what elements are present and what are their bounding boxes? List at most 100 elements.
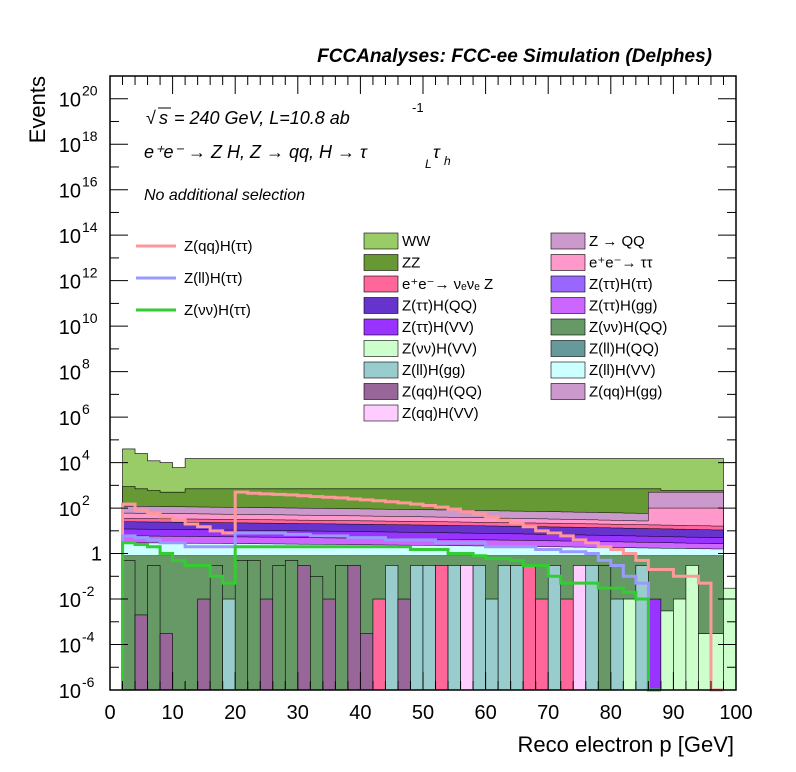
legend-label: Z → QQ (589, 233, 645, 250)
stack-bin-41 (660, 610, 674, 691)
legend-label: Z(ττ)H(ττ) (589, 276, 653, 293)
x-tick-label: 0 (104, 702, 115, 724)
stack-bin-6 (222, 598, 236, 691)
legend-swatch (550, 340, 586, 357)
y-tick-exponent: 20 (82, 83, 98, 99)
legend-label: Z(νν)H(VV) (402, 341, 477, 358)
stack-bin-43 (685, 565, 699, 691)
legend-swatch (363, 383, 399, 400)
stack-bin-12 (297, 565, 311, 691)
stack-bin-26 (472, 565, 486, 691)
y-tick-exponent: 6 (82, 401, 90, 417)
signal-line-1 (121, 531, 661, 692)
y-tick-label: 10 (59, 272, 81, 294)
stack-bin-25 (460, 565, 474, 691)
process-annotation: e⁺e⁻ → Z H, Z → qq, H → τ L τ h (144, 142, 451, 171)
legend-label: Z(qq)H(QQ) (402, 384, 482, 401)
stack-bin-3 (159, 633, 173, 691)
stack-bin-42 (673, 598, 687, 691)
legend-label: WW (402, 233, 431, 250)
stack-bin-32 (547, 565, 562, 691)
y-tick-label: 1 (91, 544, 102, 566)
y-tick-label: 10 (59, 454, 81, 476)
legend-label: Z(ττ)H(gg) (589, 298, 658, 315)
legend-swatch (550, 297, 586, 314)
stack-bin-0 (122, 560, 136, 691)
legend-swatch (550, 361, 586, 379)
y-tick-exponent: -4 (82, 629, 95, 645)
x-tick-label: 60 (474, 702, 496, 724)
stack-bin-4 (197, 598, 211, 691)
stack-bin-37 (610, 598, 624, 691)
y-tick-label: 10 (59, 681, 81, 703)
stack-bin-36 (597, 565, 612, 691)
stack-bin-21 (410, 565, 424, 691)
stack-bin-18 (372, 598, 386, 691)
process-text: e⁺e⁻ → Z H, Z → qq, H → τ (144, 142, 368, 162)
x-tick-label: 40 (349, 702, 371, 724)
stack-bin-45 (710, 633, 724, 691)
stack-bin-40 (648, 598, 662, 691)
x-tick-label: 20 (224, 702, 246, 724)
stack-bin-11 (284, 560, 299, 691)
stack-bin-30 (522, 565, 536, 691)
y-tick-label: 10 (59, 590, 81, 612)
legend-swatch (550, 232, 586, 250)
legend-swatch (363, 361, 399, 379)
legend-swatch (550, 275, 586, 293)
legend-swatch (363, 318, 399, 336)
stack-bin-46 (723, 587, 737, 691)
y-tick-exponent: 8 (82, 356, 90, 372)
legend-label: Z(ll)H(VV) (589, 362, 656, 379)
x-tick-label: 10 (161, 702, 183, 724)
y-tick-exponent: 14 (82, 219, 98, 235)
x-tick-label: 80 (600, 702, 622, 724)
stack-bin-20 (397, 598, 411, 691)
energy-text: = 240 GeV, L=10.8 ab (174, 108, 350, 128)
stack-bin-22 (422, 565, 436, 691)
stack-bin-29 (510, 565, 524, 691)
process-sub-1: L (425, 157, 432, 171)
stack-bin-31 (535, 598, 549, 691)
stack-bin-23 (435, 565, 449, 691)
y-tick-label: 10 (59, 226, 81, 248)
legend-label: e⁺e⁻→ νₑνₑ Z (402, 276, 493, 293)
energy-prefix: s (159, 108, 168, 128)
legend-label: Z(ll)H(QQ) (589, 341, 659, 358)
stack-bin-15 (335, 565, 349, 691)
legend-label: Z(νν)H(QQ) (589, 319, 667, 336)
legend-swatch (550, 254, 586, 271)
legend-label: Z(ll)H(gg) (402, 362, 465, 379)
x-tick-label: 50 (412, 702, 434, 724)
stack-bin-7 (234, 560, 249, 691)
legend-swatch (363, 254, 399, 271)
y-tick-exponent: -2 (82, 583, 95, 599)
stack-bin-28 (497, 565, 511, 691)
stack-bin-16 (347, 565, 361, 691)
legend-label: ZZ (402, 255, 420, 272)
stack-bin-13 (310, 575, 324, 691)
x-tick-label: 100 (719, 702, 752, 724)
stack-bin-9 (259, 598, 274, 691)
sqrt-symbol: √ (146, 108, 156, 128)
stack-bin-8 (247, 560, 261, 691)
y-tick-label: 10 (59, 181, 81, 203)
process-sub-2: h (444, 154, 451, 168)
selection-annotation: No additional selection (144, 187, 305, 204)
y-axis-label: Events (25, 76, 50, 143)
y-tick-exponent: 18 (82, 128, 98, 144)
x-tick-label: 90 (662, 702, 684, 724)
stack-bin-5 (209, 565, 223, 691)
y-tick-label: 10 (59, 317, 81, 339)
signal-line-2 (121, 541, 661, 692)
legend-swatch (550, 383, 586, 400)
stack-bin-1 (134, 614, 148, 691)
y-tick-label: 10 (59, 636, 81, 658)
stack-bin-33 (560, 598, 574, 691)
stack-bin-2 (147, 565, 161, 691)
y-tick-exponent: -6 (82, 674, 95, 690)
y-tick-label: 10 (59, 90, 81, 112)
y-tick-exponent: 16 (82, 174, 98, 190)
